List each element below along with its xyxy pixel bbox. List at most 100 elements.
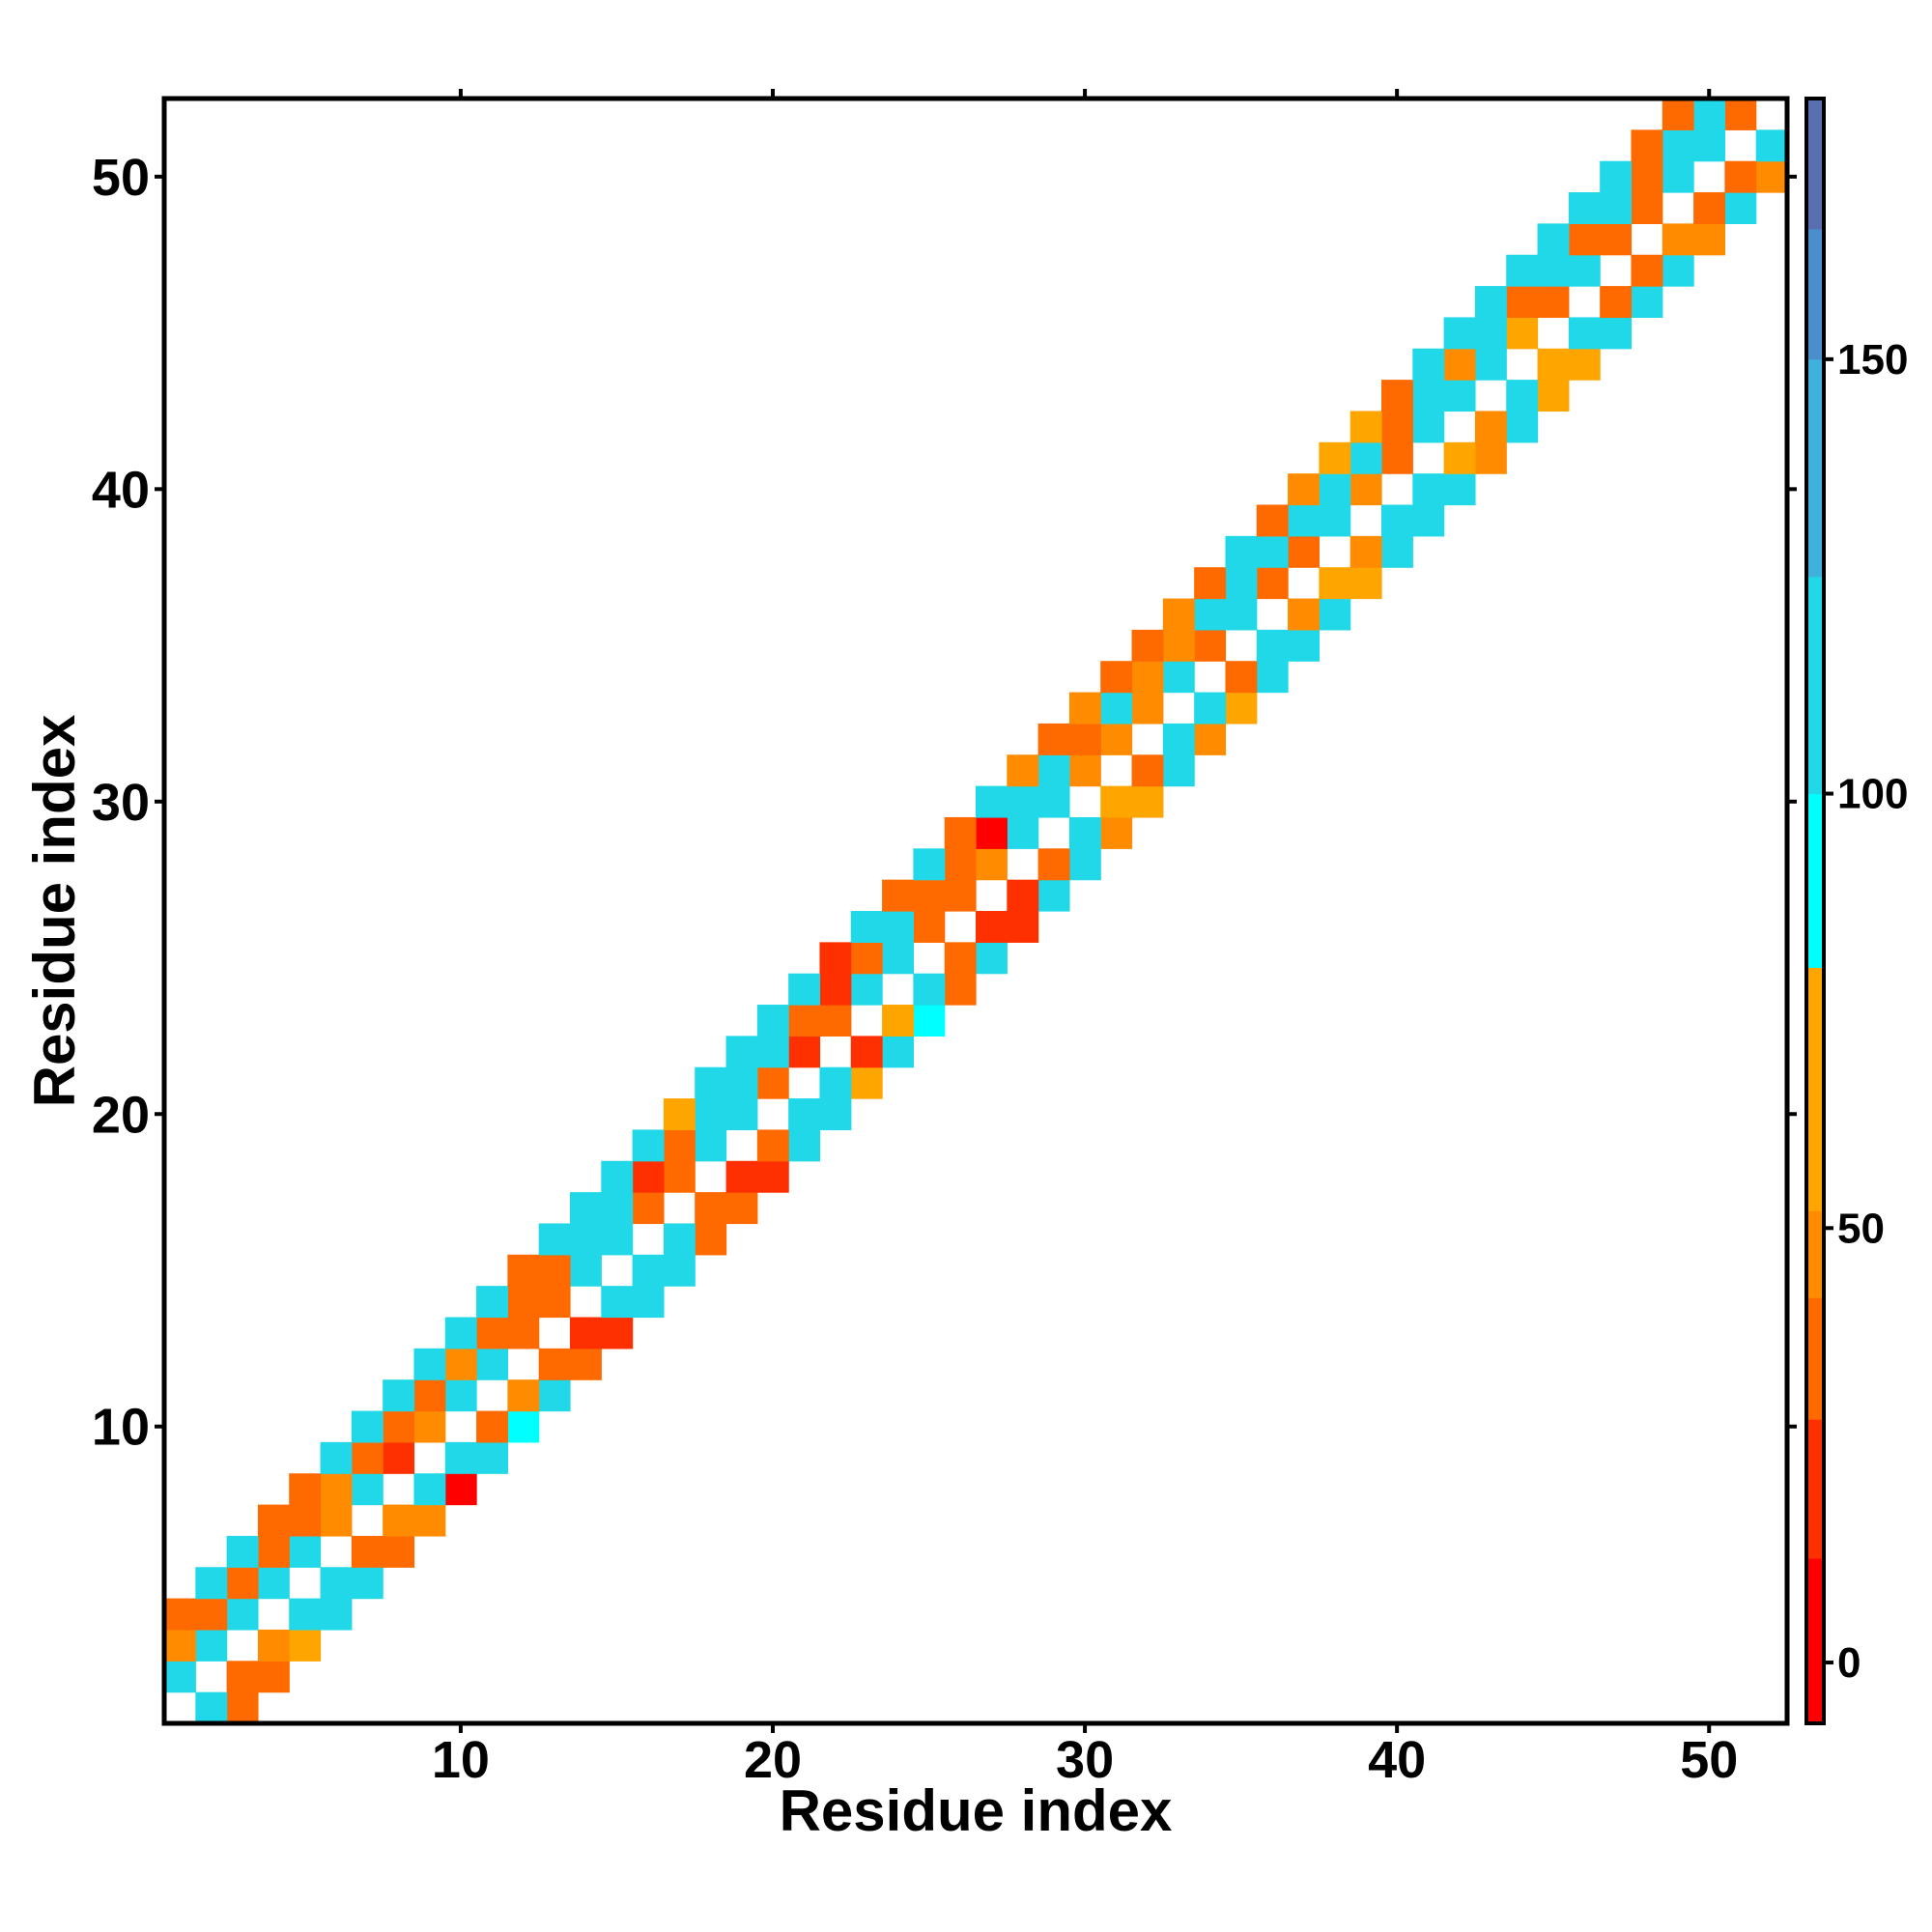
heatmap-cell xyxy=(226,1691,259,1724)
heatmap-cell xyxy=(1162,661,1195,694)
heatmap-cell xyxy=(320,1567,353,1600)
heatmap-cell xyxy=(788,1129,821,1162)
heatmap-cell xyxy=(788,973,821,1006)
heatmap-cell xyxy=(320,1598,353,1631)
heatmap-cell xyxy=(570,1192,602,1225)
colorbar-segment xyxy=(1808,228,1822,360)
heatmap-cell xyxy=(1600,286,1633,319)
colorbar: 0 50 100 150 xyxy=(1804,97,1908,1725)
heatmap-cell xyxy=(1225,598,1258,631)
heatmap-cell xyxy=(695,1098,727,1131)
heatmap-cell xyxy=(1350,473,1382,506)
heatmap-cell xyxy=(351,1441,384,1474)
heatmap-cell xyxy=(1100,723,1133,755)
heatmap-cell xyxy=(413,1504,446,1537)
colorbar-segment xyxy=(1808,576,1822,795)
heatmap-cell xyxy=(320,1441,353,1474)
heatmap-cell xyxy=(819,973,852,1006)
colorbar-frame xyxy=(1804,97,1826,1725)
colorbar-segment xyxy=(1808,793,1822,968)
heatmap-cell xyxy=(507,1410,540,1443)
heatmap-cell xyxy=(850,942,883,975)
heatmap-cell xyxy=(1631,254,1663,287)
heatmap-cell xyxy=(1162,629,1195,662)
x-tick-label: 20 xyxy=(744,1731,802,1789)
heatmap-cell xyxy=(1068,692,1101,724)
heatmap-cell xyxy=(570,1348,602,1380)
heatmap-cell xyxy=(1256,504,1289,537)
heatmap-cell xyxy=(882,1005,914,1037)
heatmap-cell xyxy=(507,1286,540,1319)
heatmap-cell xyxy=(1537,380,1570,412)
heatmap-cell xyxy=(1474,348,1507,381)
heatmap-cell xyxy=(819,1066,852,1099)
heatmap-cell xyxy=(1319,567,1351,600)
heatmap-cell xyxy=(663,1160,696,1193)
heatmap-cell xyxy=(351,1473,384,1506)
heatmap-cell xyxy=(1381,504,1413,537)
heatmap-cell xyxy=(756,1066,789,1099)
heatmap-cell xyxy=(257,1661,290,1693)
heatmap-cell xyxy=(538,1348,571,1380)
heatmap-cell xyxy=(257,1629,290,1662)
heatmap-cell xyxy=(570,1317,602,1350)
heatmap-cell xyxy=(257,1504,290,1537)
y-tick-label: 30 xyxy=(92,774,150,832)
heatmap-cell xyxy=(1288,504,1320,537)
heatmap-cell xyxy=(444,1348,477,1380)
heatmap-cell xyxy=(1631,192,1663,224)
heatmap-cell xyxy=(1194,598,1227,631)
heatmap-cell xyxy=(725,1098,758,1131)
heatmap-cell xyxy=(1693,99,1725,130)
heatmap-cell xyxy=(289,1535,322,1568)
heatmap-cell xyxy=(195,1567,228,1600)
heatmap-cell xyxy=(226,1567,259,1600)
heatmap-cell xyxy=(1506,286,1539,319)
heatmap-cell xyxy=(663,1129,696,1162)
heatmap-cell xyxy=(695,1192,727,1225)
colorbar-segment xyxy=(1808,967,1822,1211)
heatmap-cell xyxy=(944,879,977,912)
heatmap-cell xyxy=(1631,160,1663,193)
heatmap-cell xyxy=(289,1504,322,1537)
heatmap-cell xyxy=(1162,754,1195,787)
heatmap-cell xyxy=(663,1254,696,1287)
heatmap-cell xyxy=(756,1036,789,1068)
x-axis-label: Residue index xyxy=(780,1778,1173,1843)
heatmap-cell xyxy=(289,1629,322,1662)
heatmap-cell xyxy=(1381,535,1413,568)
heatmap-cell xyxy=(1381,411,1413,443)
heatmap-cell xyxy=(570,1223,602,1256)
heatmap-cell xyxy=(819,1098,852,1131)
heatmap-cell xyxy=(1162,723,1195,755)
heatmap-cell xyxy=(1600,223,1633,256)
heatmap-cell xyxy=(1007,879,1039,912)
heatmap-cell xyxy=(788,1005,821,1037)
x-tick-label: 30 xyxy=(1056,1731,1114,1789)
heatmap-cell xyxy=(850,973,883,1006)
heatmap-cell xyxy=(882,1036,914,1068)
heatmap-cell xyxy=(1631,129,1663,162)
heatmap-cell xyxy=(1693,129,1725,162)
heatmap-cell xyxy=(1007,816,1039,849)
heatmap-cell xyxy=(1100,661,1133,694)
heatmap-cell xyxy=(1693,192,1725,224)
y-tick-label: 50 xyxy=(92,149,150,207)
heatmap-cell xyxy=(601,1317,634,1350)
heatmap-cell xyxy=(476,1410,508,1443)
heatmap-cell xyxy=(1319,473,1351,506)
heatmap-cell xyxy=(725,1192,758,1225)
heatmap-cell xyxy=(1443,317,1476,350)
heatmap-cell xyxy=(944,942,977,975)
heatmap-cell xyxy=(1693,223,1725,256)
heatmap-cell xyxy=(1288,598,1320,631)
colorbar-segment xyxy=(1808,1297,1822,1420)
heatmap-cell xyxy=(1412,504,1445,537)
colorbar-tick-label: 100 xyxy=(1837,771,1908,818)
heatmap-cell xyxy=(1007,785,1039,818)
heatmap-cell xyxy=(1037,848,1070,881)
colorbar-segment xyxy=(1808,1558,1822,1724)
heatmap-cell xyxy=(1568,223,1601,256)
heatmap-cell xyxy=(226,1535,259,1568)
